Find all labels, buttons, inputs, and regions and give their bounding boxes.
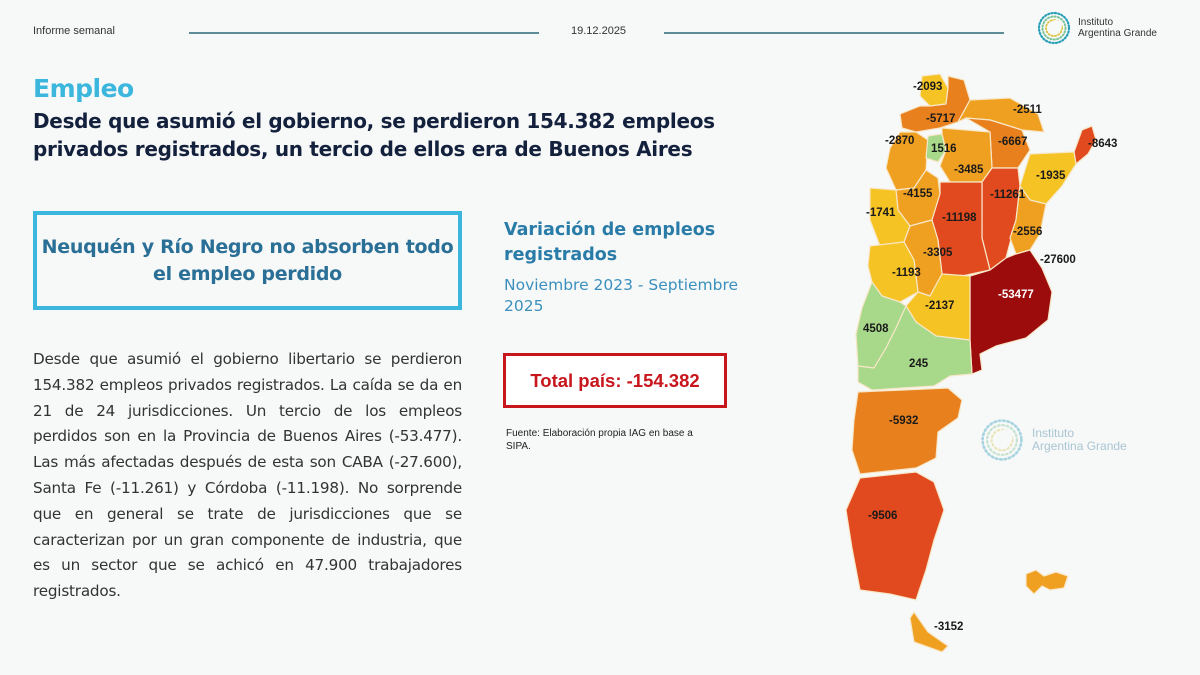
islands-malvinas — [1025, 569, 1069, 595]
province-tierradelfuego — [909, 611, 949, 653]
dotted-circle-watermark-icon — [981, 419, 1023, 461]
province-rionegro — [857, 305, 973, 391]
value-neuquen: 4508 — [863, 323, 889, 335]
value-lapampa: -2137 — [925, 300, 955, 312]
value-sanjuan: -1741 — [866, 207, 896, 219]
province-tucuman — [925, 133, 947, 163]
institute-logo: Instituto Argentina Grande — [1037, 11, 1157, 45]
value-cordoba: -11198 — [942, 212, 977, 224]
value-buenosaires: -53477 — [998, 289, 1034, 301]
value-catamarca: -2870 — [885, 135, 915, 147]
value-chubut: -5932 — [889, 415, 919, 427]
map-title: Variación de empleos registrados — [504, 220, 716, 265]
report-header: Informe semanal 19.12.2025 Instituto Arg… — [0, 0, 1200, 60]
value-entrerios: -2556 — [1013, 226, 1043, 238]
argentina-choropleth-map: -2093 -5717 -2511 -8643 -2870 1516 -6667… — [830, 70, 1160, 670]
value-larioja: -4155 — [903, 188, 933, 200]
value-formosa: -2511 — [1013, 104, 1042, 116]
value-santiago: -3485 — [954, 164, 984, 176]
value-sanluis: -3305 — [923, 247, 953, 259]
institute-watermark: Instituto Argentina Grande — [980, 418, 1127, 462]
page-headline: Desde que asumió el gobierno, se perdier… — [33, 109, 715, 161]
analysis-paragraph: Desde que asumió el gobierno libertario … — [33, 350, 462, 601]
value-chaco: -6667 — [998, 136, 1028, 148]
callout-text: Neuquén y Río Negro no absorben todo el … — [41, 235, 454, 285]
value-rionegro: 245 — [909, 358, 929, 370]
watermark-wordmark: Instituto Argentina Grande — [1032, 426, 1127, 453]
value-mendoza: -1193 — [892, 267, 921, 279]
value-corrientes: -1935 — [1036, 170, 1066, 182]
value-tierradelfuego: -3152 — [934, 621, 964, 633]
value-tucuman: 1516 — [931, 143, 957, 155]
report-type-label: Informe semanal — [33, 25, 115, 37]
header-rule-right — [664, 32, 1004, 34]
province-santacruz — [845, 471, 945, 601]
value-santacruz: -9506 — [868, 510, 898, 522]
province-buenosaires — [969, 249, 1053, 375]
argentina-map-shape — [845, 73, 1097, 653]
national-total-box: Total país: -154.382 — [503, 353, 727, 408]
value-jujuy: -2093 — [913, 81, 943, 93]
map-period: Noviembre 2023 - Septiembre 2025 — [504, 276, 739, 315]
province-chubut — [851, 387, 963, 475]
value-salta: -5717 — [926, 113, 956, 125]
section-title: Empleo — [33, 74, 134, 103]
highlight-callout-box: Neuquén y Río Negro no absorben todo el … — [33, 211, 462, 310]
dotted-circle-logo-icon — [1037, 11, 1071, 45]
value-santafe: -11261 — [990, 189, 1026, 201]
value-misiones: -8643 — [1088, 138, 1118, 150]
header-rule-left — [189, 32, 539, 34]
logo-wordmark: Instituto Argentina Grande — [1078, 17, 1157, 39]
report-date: 19.12.2025 — [571, 25, 627, 37]
national-total-label: Total país: -154.382 — [530, 369, 700, 391]
source-note: Fuente: Elaboración propia IAG en base a… — [506, 428, 693, 452]
value-caba: -27600 — [1040, 254, 1076, 266]
